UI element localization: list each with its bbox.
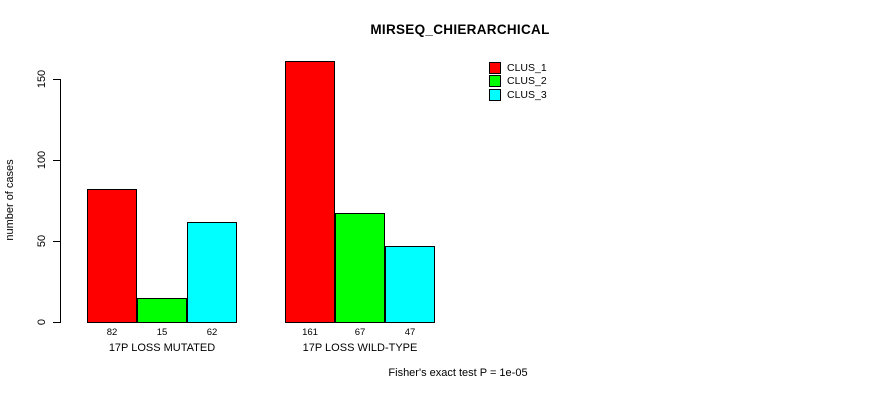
legend-row: CLUS_3 — [489, 88, 547, 101]
legend-swatch-clus_1 — [489, 61, 501, 74]
bar-value-label: 82 — [106, 327, 118, 338]
y-axis-tick-label: 150 — [36, 69, 48, 89]
chart-title: MIRSEQ_CHIERARCHICAL — [370, 22, 550, 37]
bar-clus_2-group2 — [335, 213, 385, 323]
bar-value-label: 47 — [404, 327, 416, 338]
bar-value-label: 15 — [156, 327, 168, 338]
bar-value-label: 62 — [206, 327, 218, 338]
y-axis-tick-label: 0 — [36, 318, 48, 326]
legend-swatch-clus_2 — [489, 75, 501, 87]
y-axis-tick-label: 50 — [36, 234, 48, 248]
category-label: 17P LOSS MUTATED — [108, 342, 216, 354]
legend-label: CLUS_3 — [507, 88, 547, 101]
legend-row: CLUS_1 — [489, 61, 547, 74]
y-axis-tick — [53, 322, 60, 323]
category-label: 17P LOSS WILD-TYPE — [302, 342, 418, 354]
bar-clus_3-group1 — [187, 221, 237, 323]
legend-label: CLUS_1 — [507, 61, 547, 74]
bar-clus_1-group1 — [87, 189, 137, 323]
legend: CLUS_1 CLUS_2 CLUS_3 — [489, 61, 547, 103]
legend-row: CLUS_2 — [489, 75, 547, 87]
footer-note: Fisher's exact test P = 1e-05 — [388, 367, 528, 379]
y-axis-line — [60, 79, 61, 323]
bar-value-label: 161 — [302, 327, 318, 338]
bar-clus_2-group1 — [137, 297, 187, 323]
bar-value-label: 67 — [354, 327, 366, 338]
legend-label: CLUS_2 — [507, 75, 547, 87]
bar-clus_1-group2 — [285, 61, 335, 323]
legend-swatch-clus_3 — [489, 88, 501, 101]
y-axis-tick — [53, 79, 60, 80]
y-axis-tick-label: 100 — [36, 150, 48, 170]
y-axis-tick — [53, 160, 60, 161]
y-axis-tick — [53, 241, 60, 242]
bar-clus_3-group2 — [385, 245, 435, 323]
